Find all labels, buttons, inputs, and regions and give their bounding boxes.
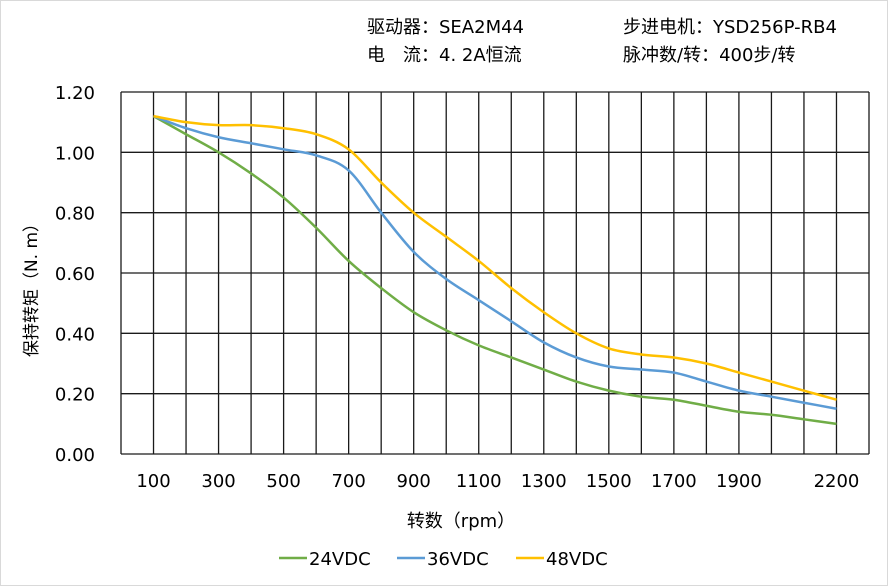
series-line-48VDC — [153, 114, 837, 401]
y-tick-label: 0.00 — [55, 445, 95, 466]
current-label: 电 流：4. 2A恒流 — [367, 45, 522, 66]
series-line-36VDC — [153, 114, 837, 410]
driver-label: 驱动器：SEA2M44 — [367, 17, 524, 38]
series-line-24VDC — [152, 115, 837, 426]
legend-label-24VDC: 24VDC — [309, 549, 371, 570]
legend-label-36VDC: 36VDC — [427, 549, 489, 570]
x-tick-label: 2200 — [814, 471, 860, 492]
x-tick-label: 100 — [136, 471, 170, 492]
x-tick-label: 700 — [331, 471, 365, 492]
pulses-label: 脉冲数/转：400步/转 — [623, 45, 796, 66]
y-tick-label: 0.20 — [55, 385, 95, 406]
legend-label-48VDC: 48VDC — [546, 549, 608, 570]
x-tick-label: 300 — [201, 471, 235, 492]
y-tick-label: 0.80 — [55, 204, 95, 225]
y-tick-label: 0.40 — [55, 324, 95, 345]
y-tick-label: 1.20 — [55, 83, 95, 104]
x-tick-label: 1700 — [651, 471, 697, 492]
x-tick-label: 1500 — [586, 471, 632, 492]
y-tick-label: 1.00 — [55, 143, 95, 164]
x-tick-label: 1300 — [521, 471, 567, 492]
x-tick-label: 1100 — [456, 471, 502, 492]
motor-label: 步进电机：YSD256P-RB4 — [623, 17, 837, 38]
x-tick-label: 1900 — [716, 471, 762, 492]
x-tick-label: 900 — [397, 471, 431, 492]
y-axis-label: 保持转矩（N. m） — [22, 215, 42, 357]
x-tick-label: 500 — [266, 471, 300, 492]
y-tick-label: 0.60 — [55, 264, 95, 285]
x-axis-label: 转数（rpm） — [407, 511, 515, 532]
